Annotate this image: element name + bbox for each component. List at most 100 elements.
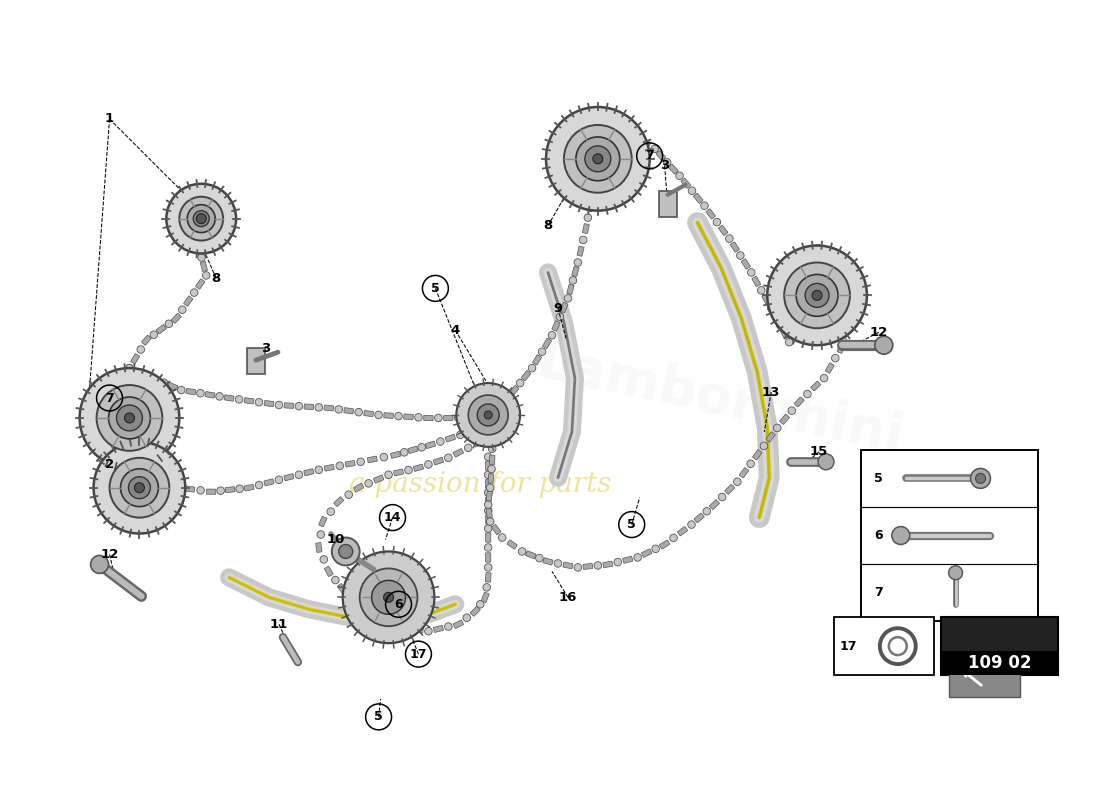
FancyBboxPatch shape (780, 414, 790, 424)
Circle shape (564, 294, 572, 302)
FancyBboxPatch shape (801, 273, 808, 282)
FancyBboxPatch shape (133, 368, 143, 376)
FancyBboxPatch shape (394, 469, 404, 476)
Circle shape (177, 386, 185, 394)
Circle shape (812, 290, 822, 300)
FancyBboxPatch shape (446, 434, 455, 442)
Circle shape (198, 254, 206, 262)
FancyBboxPatch shape (196, 279, 205, 289)
Circle shape (476, 601, 484, 608)
Circle shape (150, 331, 157, 338)
Text: 1: 1 (104, 113, 114, 126)
Bar (659, 190, 676, 217)
Circle shape (315, 466, 322, 474)
FancyBboxPatch shape (752, 276, 760, 286)
FancyBboxPatch shape (319, 517, 327, 526)
Circle shape (976, 474, 986, 483)
Circle shape (701, 202, 708, 210)
Text: 4: 4 (451, 324, 460, 337)
Text: 5: 5 (627, 518, 636, 531)
Circle shape (155, 478, 163, 485)
Circle shape (837, 281, 845, 289)
FancyBboxPatch shape (641, 549, 652, 558)
Circle shape (454, 414, 462, 422)
Circle shape (594, 562, 602, 570)
FancyBboxPatch shape (164, 481, 175, 488)
Circle shape (487, 424, 495, 432)
Text: 15: 15 (810, 446, 828, 458)
FancyBboxPatch shape (766, 432, 775, 442)
FancyBboxPatch shape (845, 307, 849, 317)
Text: 5: 5 (431, 282, 440, 295)
Circle shape (576, 137, 619, 181)
FancyBboxPatch shape (839, 289, 846, 299)
Circle shape (548, 331, 556, 339)
Circle shape (463, 614, 471, 622)
FancyBboxPatch shape (333, 497, 343, 506)
Text: 5: 5 (374, 710, 383, 723)
FancyBboxPatch shape (741, 259, 750, 269)
Circle shape (484, 501, 492, 509)
Circle shape (484, 525, 492, 532)
FancyBboxPatch shape (205, 391, 214, 398)
FancyBboxPatch shape (404, 414, 414, 419)
Circle shape (339, 545, 353, 558)
FancyBboxPatch shape (659, 540, 670, 549)
FancyBboxPatch shape (792, 310, 800, 319)
FancyBboxPatch shape (324, 465, 334, 471)
FancyBboxPatch shape (196, 243, 202, 254)
FancyBboxPatch shape (433, 458, 443, 465)
Circle shape (275, 401, 283, 409)
Circle shape (614, 558, 622, 566)
Circle shape (235, 485, 243, 493)
Circle shape (948, 566, 962, 580)
Circle shape (828, 262, 836, 270)
Circle shape (718, 494, 726, 501)
Text: 12: 12 (870, 326, 888, 338)
FancyBboxPatch shape (811, 381, 821, 391)
Circle shape (295, 471, 302, 478)
Circle shape (381, 454, 387, 461)
Circle shape (469, 395, 508, 435)
Circle shape (138, 346, 144, 354)
Circle shape (355, 408, 363, 416)
FancyBboxPatch shape (144, 474, 155, 482)
Circle shape (456, 383, 520, 447)
FancyBboxPatch shape (373, 475, 384, 483)
Circle shape (614, 122, 622, 130)
FancyBboxPatch shape (526, 551, 536, 558)
FancyBboxPatch shape (284, 474, 294, 481)
Circle shape (94, 442, 185, 534)
Circle shape (327, 508, 334, 515)
Circle shape (161, 379, 168, 386)
FancyBboxPatch shape (694, 513, 704, 522)
Circle shape (747, 460, 755, 467)
Bar (940, 651, 1058, 675)
Circle shape (670, 534, 678, 542)
Text: 12: 12 (100, 548, 119, 561)
Text: 14: 14 (384, 511, 402, 524)
FancyBboxPatch shape (156, 325, 166, 334)
Circle shape (713, 218, 721, 226)
Text: 13: 13 (762, 386, 780, 398)
Circle shape (773, 424, 781, 432)
Circle shape (516, 379, 524, 387)
Circle shape (784, 262, 850, 328)
Circle shape (385, 619, 393, 626)
Circle shape (652, 545, 659, 553)
FancyBboxPatch shape (718, 226, 728, 235)
FancyBboxPatch shape (482, 592, 490, 602)
FancyBboxPatch shape (264, 478, 274, 486)
Circle shape (528, 364, 536, 372)
Circle shape (505, 394, 512, 402)
Circle shape (484, 453, 492, 461)
Text: 2: 2 (104, 458, 114, 471)
FancyBboxPatch shape (543, 558, 553, 565)
FancyBboxPatch shape (142, 335, 152, 346)
Circle shape (336, 462, 343, 470)
Circle shape (194, 210, 209, 226)
Circle shape (584, 214, 592, 222)
FancyBboxPatch shape (323, 405, 333, 411)
Bar (948, 659, 1021, 697)
FancyBboxPatch shape (453, 449, 463, 457)
